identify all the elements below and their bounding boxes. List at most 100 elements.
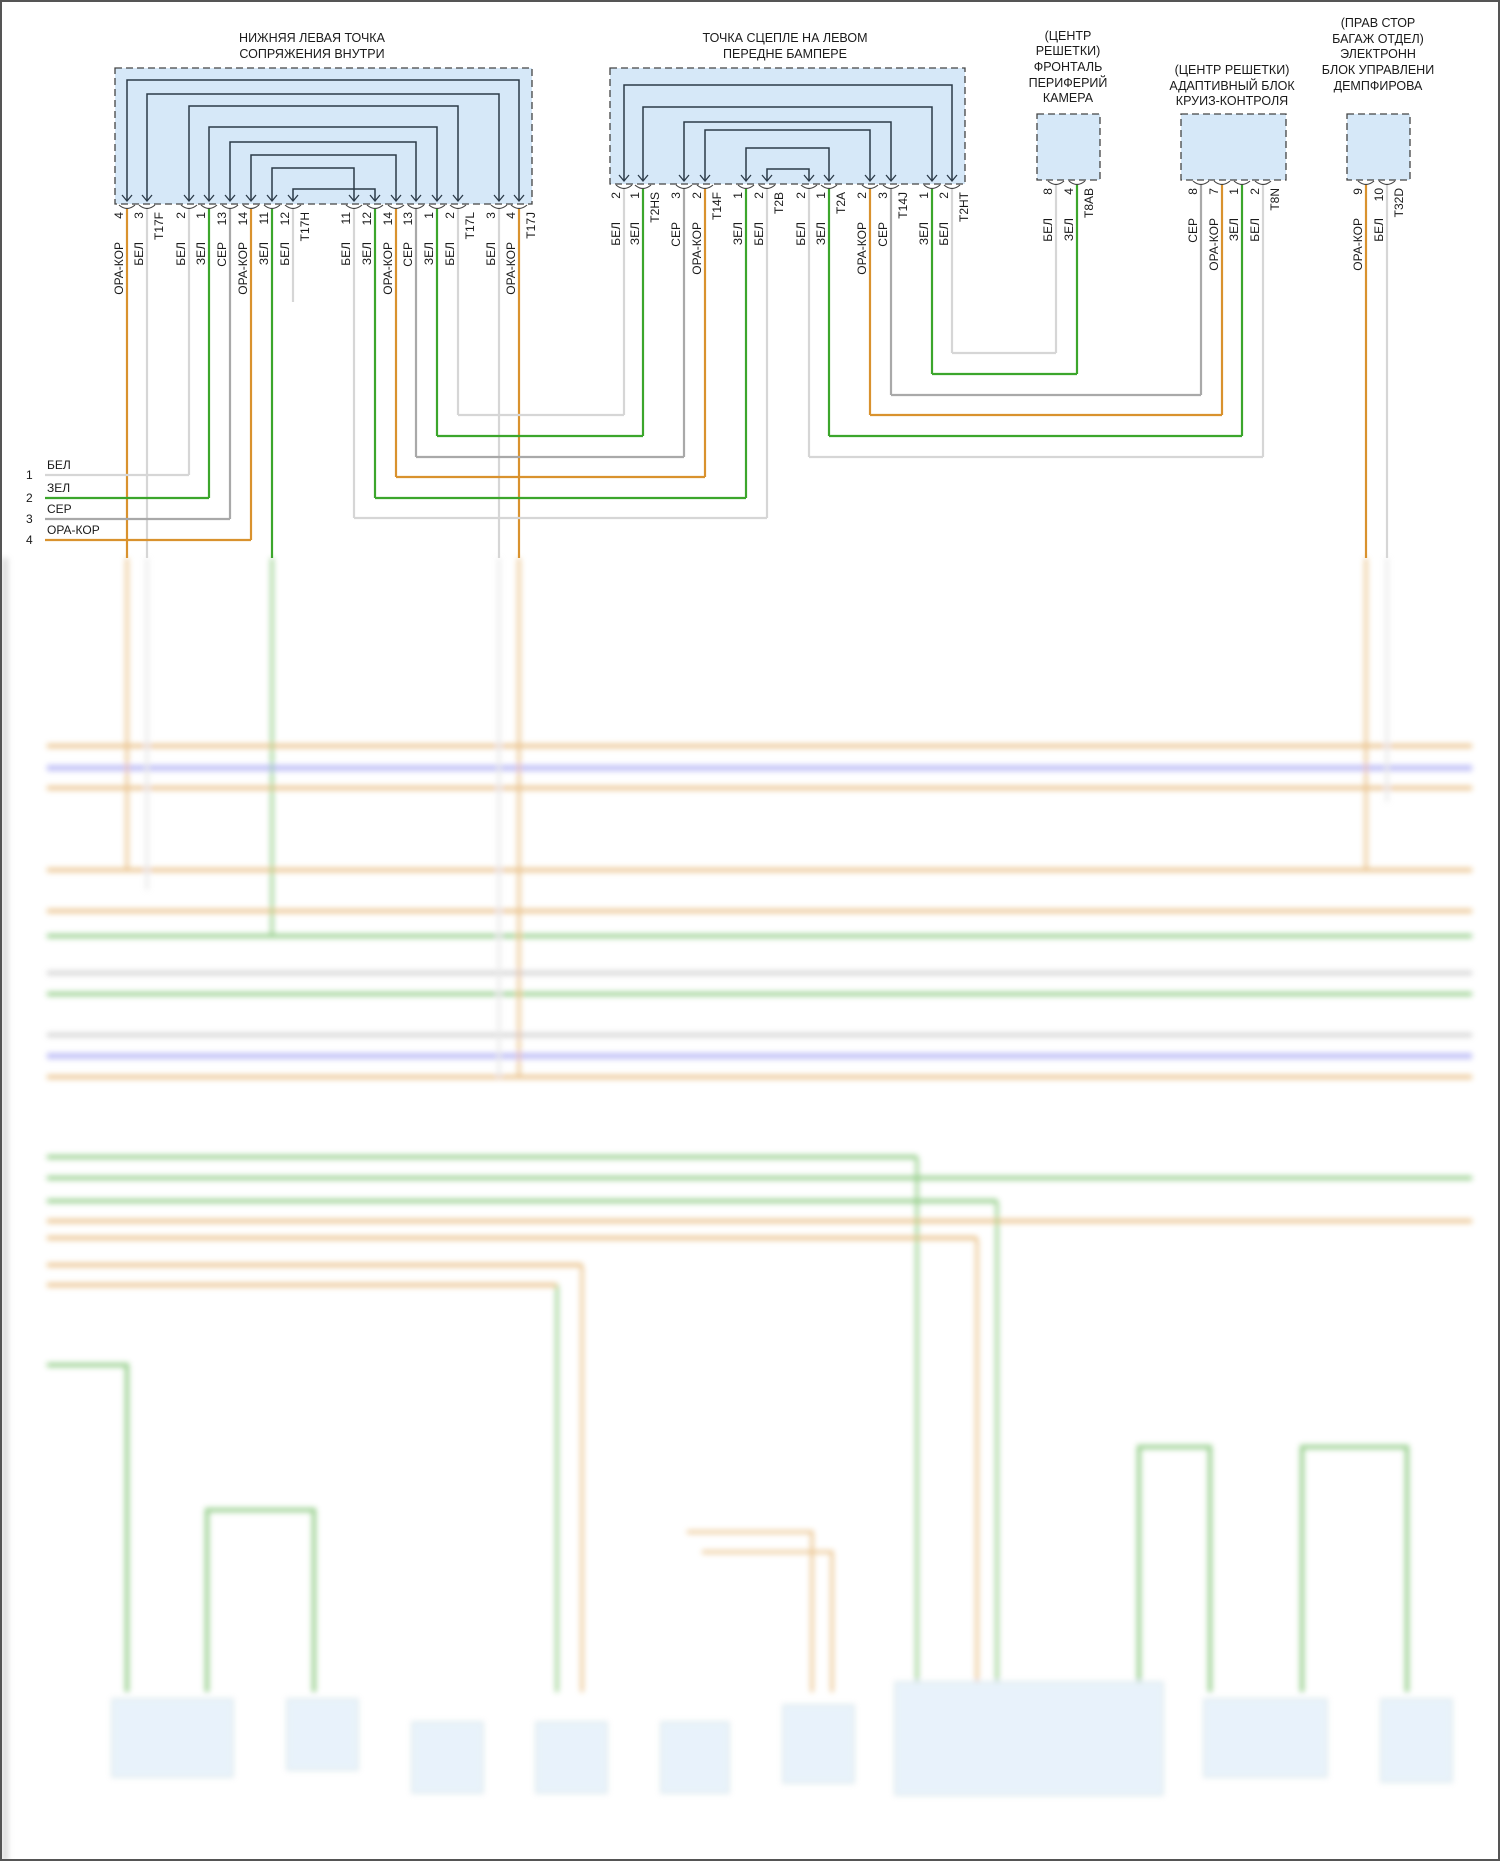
pin-socket-icon: [696, 184, 714, 190]
pin: 13 СЕР: [401, 204, 425, 457]
pin: 12 ЗЕЛ: [360, 204, 384, 498]
pin: 2 БЕЛ T8N: [1248, 180, 1282, 457]
wire-color-label: ЗЕЛ: [1227, 218, 1241, 241]
arrow-icon: [203, 194, 215, 203]
wire-color-label: СЕР: [876, 222, 890, 247]
pin-number: 14: [381, 212, 395, 226]
arrow-icon: [699, 174, 711, 183]
arrow-icon: [245, 194, 257, 203]
arrow-icon: [513, 194, 525, 203]
arrow-icon: [224, 194, 236, 203]
wire-color-label: СЕР: [1186, 218, 1200, 243]
wire-color-label: ЗЕЛ: [360, 242, 374, 265]
connector-code: T17H: [298, 212, 312, 241]
legend-wire-label: СЕР: [47, 502, 72, 516]
connector-5: (ПРАВ СТОР БАГАЖ ОТДЕЛ)ЭЛЕКТРОНН БЛОК УПРА…: [1322, 16, 1434, 558]
wire-color-label: БЕЛ: [132, 242, 146, 266]
pin: 14 ОРА-КОР: [236, 204, 260, 540]
pin-number: 4: [1062, 188, 1076, 195]
blurred-component-box: [535, 1721, 608, 1794]
pin: 11 ЗЕЛ: [257, 204, 281, 558]
arrow-icon: [885, 174, 897, 183]
pin: 3 БЕЛ: [484, 204, 508, 558]
wire-color-label: ЗЕЛ: [731, 222, 745, 245]
pin: 2 БЕЛ T2B: [752, 184, 786, 518]
connector-title-line: НИЖНЯЯ ЛЕВАЯ ТОЧКА: [239, 31, 386, 45]
internal-bridge: [623, 84, 953, 180]
pin-number: 13: [215, 212, 229, 226]
pin: 1 ЗЕЛ: [1227, 180, 1251, 436]
pin-socket-icon: [138, 204, 156, 210]
pin-number: 1: [814, 192, 828, 199]
pin: 1 ЗЕЛ: [917, 184, 941, 374]
pin-socket-icon: [737, 184, 755, 190]
pin-socket-icon: [449, 204, 467, 210]
pin-socket-icon: [675, 184, 693, 190]
wire-color-label: ЗЕЛ: [814, 222, 828, 245]
pin-number: 2: [752, 192, 766, 199]
pin-number: 1: [194, 212, 208, 219]
pin-socket-icon: [1047, 180, 1065, 186]
arrow-icon: [431, 194, 443, 203]
pin: 2 ОРА-КОР T14F: [690, 184, 724, 477]
pin-socket-icon: [118, 204, 136, 210]
connector-code: T17F: [152, 212, 166, 240]
wire-color-label: СЕР: [669, 222, 683, 247]
pin-number: 1: [422, 212, 436, 219]
blurred-wire: [702, 1550, 834, 1692]
arrow-icon: [761, 174, 773, 183]
pin-socket-icon: [284, 204, 302, 210]
connector-title-line: КРУИЗ-КОНТРОЛЯ: [1176, 94, 1288, 108]
connector-title-line: ПЕРЕДНЕ БАМПЕРЕ: [723, 47, 847, 61]
blurred-lower-section: [2, 558, 1472, 1859]
pin-number: 12: [360, 212, 374, 226]
blurred-component-box: [782, 1704, 855, 1784]
connector-title-line: ДЕМПФИРОВА: [1334, 79, 1423, 93]
pin-number: 8: [1041, 188, 1055, 195]
wire-color-label: ЗЕЛ: [257, 242, 271, 265]
connector-code: T2A: [834, 192, 848, 214]
legend-wire-label: БЕЛ: [47, 458, 71, 472]
pin-socket-icon: [615, 184, 633, 190]
connector-title-line: КАМЕРА: [1043, 91, 1094, 105]
connector-code: T17J: [524, 212, 538, 239]
legend-item: 2 ЗЕЛ: [26, 481, 209, 505]
wire-color-label: БЕЛ: [484, 242, 498, 266]
pin-number: 1: [1227, 188, 1241, 195]
pin-number: 1: [917, 192, 931, 199]
internal-bridge: [292, 188, 376, 200]
pin-socket-icon: [200, 204, 218, 210]
pin-number: 1: [628, 192, 642, 199]
connector-title-line: ФРОНТАЛЬ: [1034, 60, 1103, 74]
wire-color-label: СЕР: [401, 242, 415, 267]
pin: 7 ОРА-КОР: [1207, 180, 1231, 415]
pin-number: 2: [443, 212, 457, 219]
pin: 8 СЕР: [1186, 180, 1210, 395]
pin: 12 БЕЛ T17H: [278, 204, 312, 302]
blurred-component-box: [286, 1698, 359, 1771]
pin-number: 1: [731, 192, 745, 199]
pin-socket-icon: [1378, 180, 1396, 186]
wire-color-label: БЕЛ: [339, 242, 353, 266]
pin-socket-icon: [180, 204, 198, 210]
connector-title-line: ЭЛЕКТРОНН: [1340, 47, 1416, 61]
blurred-wire: [47, 1363, 129, 1692]
pin-number: 11: [257, 212, 271, 225]
legend-item: 1 БЕЛ: [26, 458, 189, 482]
pin: 1 ЗЕЛ: [731, 184, 755, 498]
wire-color-label: БЕЛ: [174, 242, 188, 266]
blurred-wire: [1300, 1445, 1409, 1692]
pin: 1 ЗЕЛ: [194, 204, 218, 498]
arrow-icon: [678, 174, 690, 183]
wire-color-label: ЗЕЛ: [194, 242, 208, 265]
connector-code: T32D: [1392, 188, 1406, 218]
pin: 2 БЕЛ: [174, 204, 198, 475]
pin: 3 СЕР: [669, 184, 693, 457]
arrow-icon: [864, 174, 876, 183]
arrow-icon: [823, 174, 835, 183]
wire-color-label: БЕЛ: [443, 242, 457, 266]
pin-number: 4: [112, 212, 126, 219]
wire-color-label: ОРА-КОР: [504, 242, 518, 295]
pin-number: 12: [278, 212, 292, 226]
arrow-icon: [637, 174, 649, 183]
